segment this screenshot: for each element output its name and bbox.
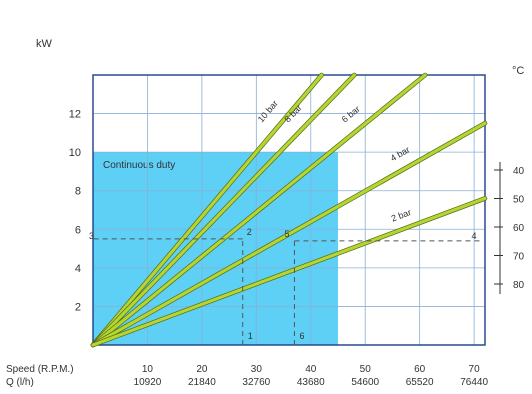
continuous-duty-label: Continuous duty bbox=[103, 160, 175, 171]
x-tick-speed: 20 bbox=[196, 364, 208, 375]
temperature-unit-label: °C bbox=[512, 65, 524, 77]
temperature-tick-label: 80 bbox=[513, 280, 525, 291]
example-point-label: 3 bbox=[89, 231, 94, 241]
example-point-label: 2 bbox=[247, 227, 252, 237]
example-point-label: 5 bbox=[284, 229, 289, 239]
series-label: 10 bar bbox=[256, 98, 280, 124]
example-point-label: 1 bbox=[248, 331, 253, 341]
temperature-tick-label: 60 bbox=[513, 223, 525, 234]
series-line bbox=[91, 73, 427, 347]
y-tick-label: 12 bbox=[69, 109, 81, 121]
x-tick-speed: 60 bbox=[414, 364, 426, 375]
x-tick-speed: 10 bbox=[142, 364, 154, 375]
y-tick-label: 2 bbox=[75, 301, 81, 313]
x-tick-speed: 40 bbox=[305, 364, 317, 375]
x-tick-flow: 54600 bbox=[351, 377, 379, 388]
temperature-tick-label: 70 bbox=[513, 252, 525, 263]
x-axis-label-flow: Q (l/h) bbox=[6, 377, 34, 388]
series-line bbox=[91, 73, 324, 347]
y-tick-label: 4 bbox=[75, 263, 81, 275]
series-label: 4 bar bbox=[389, 145, 412, 164]
x-tick-speed: 70 bbox=[469, 364, 481, 375]
plot-border bbox=[92, 74, 486, 346]
y-tick-label: 8 bbox=[75, 186, 81, 198]
x-tick-flow: 43680 bbox=[297, 377, 325, 388]
x-tick-flow: 21840 bbox=[188, 377, 216, 388]
series-line bbox=[91, 196, 487, 347]
y-tick-label: 10 bbox=[69, 147, 81, 159]
series-label: 2 bar bbox=[390, 207, 413, 224]
x-tick-speed: 30 bbox=[251, 364, 263, 375]
temperature-tick-label: 50 bbox=[513, 195, 525, 206]
series-line bbox=[91, 73, 356, 347]
x-tick-flow: 65520 bbox=[406, 377, 434, 388]
x-tick-flow: 76440 bbox=[460, 377, 488, 388]
x-tick-speed: 50 bbox=[360, 364, 372, 375]
y-axis-label: kW bbox=[36, 38, 53, 50]
example-point-label: 4 bbox=[472, 231, 477, 241]
temperature-tick-label: 40 bbox=[513, 166, 525, 177]
example-point-label: 6 bbox=[299, 331, 304, 341]
y-tick-label: 6 bbox=[75, 224, 81, 236]
series-label: 6 bar bbox=[340, 104, 362, 125]
x-tick-flow: 10920 bbox=[134, 377, 162, 388]
series-line bbox=[91, 121, 487, 347]
x-tick-flow: 32760 bbox=[242, 377, 270, 388]
x-axis-label-speed: Speed (R.P.M.) bbox=[6, 364, 74, 375]
